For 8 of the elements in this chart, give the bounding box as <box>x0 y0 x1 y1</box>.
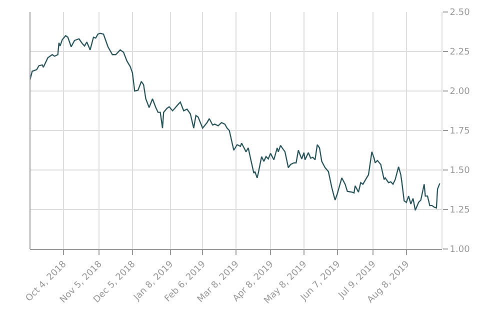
y-tick-label: 1.25 <box>450 206 470 216</box>
y-tick-label: 1.50 <box>450 166 470 176</box>
y-tick-label: 1.00 <box>450 245 470 256</box>
y-tick-label: 2.50 <box>450 8 470 18</box>
line-series <box>30 32 440 211</box>
y-tick-label: 2.00 <box>450 87 470 98</box>
y-tick-label: 2.25 <box>450 48 470 58</box>
y-tick-label: 1.75 <box>450 126 470 137</box>
